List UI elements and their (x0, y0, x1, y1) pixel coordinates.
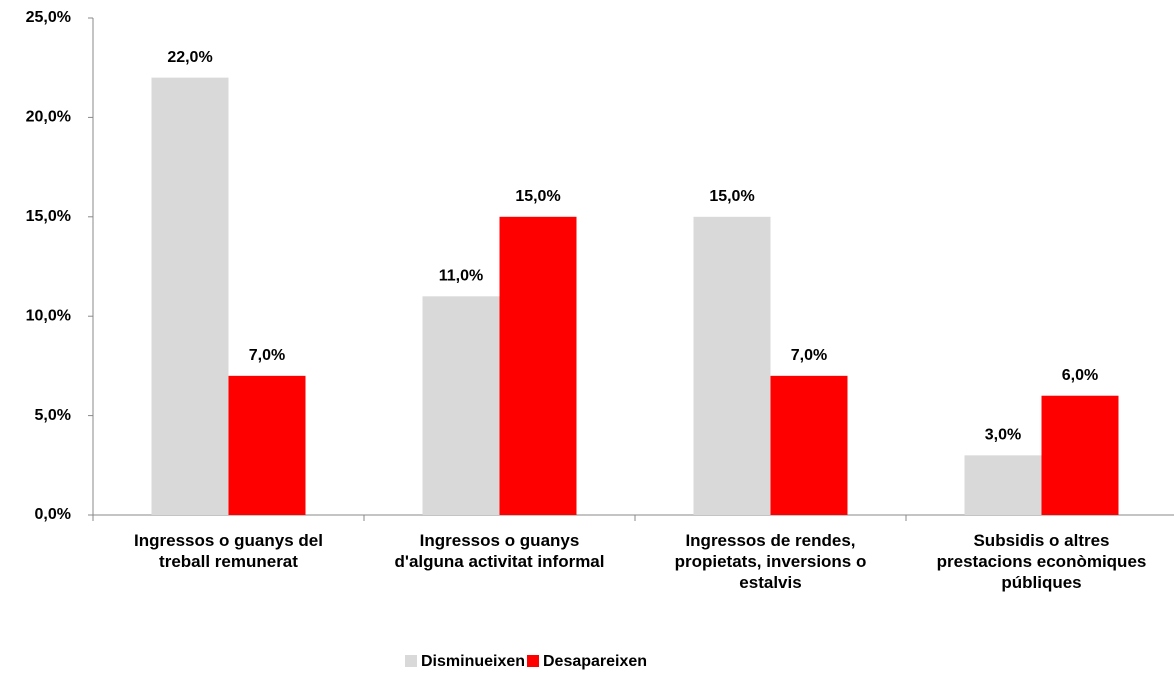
x-tick-label: Ingressos o guanys d'alguna activitat in… (394, 531, 605, 571)
value-label: 15,0% (709, 188, 754, 205)
value-label: 15,0% (515, 188, 560, 205)
bar (422, 296, 500, 515)
x-tick-label: Subsidis o altres prestacions econòmique… (936, 531, 1147, 592)
bar (499, 216, 577, 516)
legend-label: Desapareixen (543, 653, 647, 670)
value-label: 7,0% (249, 347, 285, 364)
y-tick-label: 0,0% (35, 506, 71, 523)
x-tick-label: Ingressos de rendes, propietats, inversi… (674, 531, 867, 592)
bar (693, 216, 771, 516)
bar (228, 375, 306, 515)
value-label: 6,0% (1062, 367, 1098, 384)
y-tick-label: 15,0% (26, 208, 71, 225)
y-tick-label: 20,0% (26, 109, 71, 126)
y-tick-label: 10,0% (26, 307, 71, 324)
legend-label: Disminueixen (421, 653, 525, 670)
bar (964, 455, 1042, 515)
legend-swatch (405, 655, 417, 667)
bar (151, 77, 229, 515)
bar (770, 375, 848, 515)
y-tick-label: 25,0% (26, 9, 71, 26)
y-tick-label: 5,0% (35, 407, 71, 424)
value-label: 3,0% (985, 427, 1021, 444)
value-label: 22,0% (167, 49, 212, 66)
legend-swatch (527, 655, 539, 667)
value-label: 11,0% (439, 268, 483, 285)
bar (1041, 395, 1119, 515)
x-tick-label: Ingressos o guanys del treball remunerat (134, 531, 323, 571)
value-label: 7,0% (791, 347, 827, 364)
